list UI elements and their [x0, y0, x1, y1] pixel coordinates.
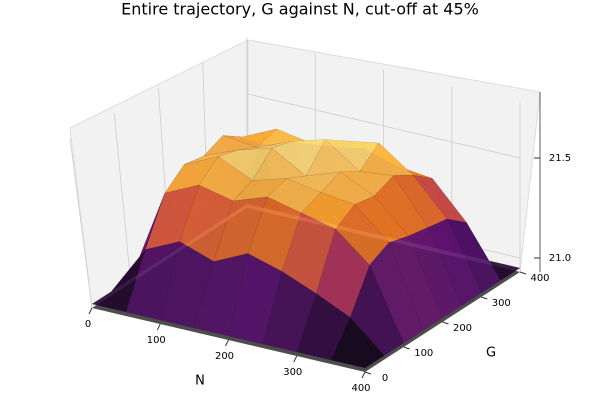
y-tick-label: 200 [453, 323, 472, 334]
y-tick [481, 296, 488, 300]
grid-line [113, 112, 132, 284]
y-tick [519, 271, 527, 275]
z-tick-label: 21.0 [549, 253, 571, 264]
surface-patch [330, 317, 385, 369]
y-tick-label: 100 [414, 348, 433, 359]
y-tick [403, 346, 410, 350]
x-tick [293, 355, 298, 363]
y-tick-label: 400 [530, 273, 549, 284]
x-tick [361, 371, 366, 379]
x-tick [225, 339, 229, 347]
y-tick [364, 371, 372, 375]
grid-line [247, 93, 521, 159]
y-tick [442, 321, 449, 325]
z-tick-label: 21.5 [549, 153, 571, 164]
x-tick-label: 200 [215, 351, 234, 362]
x-tick [88, 307, 93, 315]
x-tick-label: 300 [283, 367, 302, 378]
x-axis-label: N [195, 374, 205, 389]
x-tick-label: 100 [147, 335, 166, 346]
surface-patch [408, 227, 463, 319]
y-tick-label: 300 [492, 298, 511, 309]
surface-patch [388, 235, 443, 331]
x-tick [156, 323, 161, 331]
grid-line [69, 137, 93, 309]
y-tick-label: 0 [382, 373, 388, 384]
y-axis-label: G [486, 346, 496, 361]
x-tick-label: 400 [351, 383, 370, 394]
chart-title: Entire trajectory, G against N, cut-off … [121, 0, 479, 19]
x-tick-label: 0 [85, 319, 91, 330]
